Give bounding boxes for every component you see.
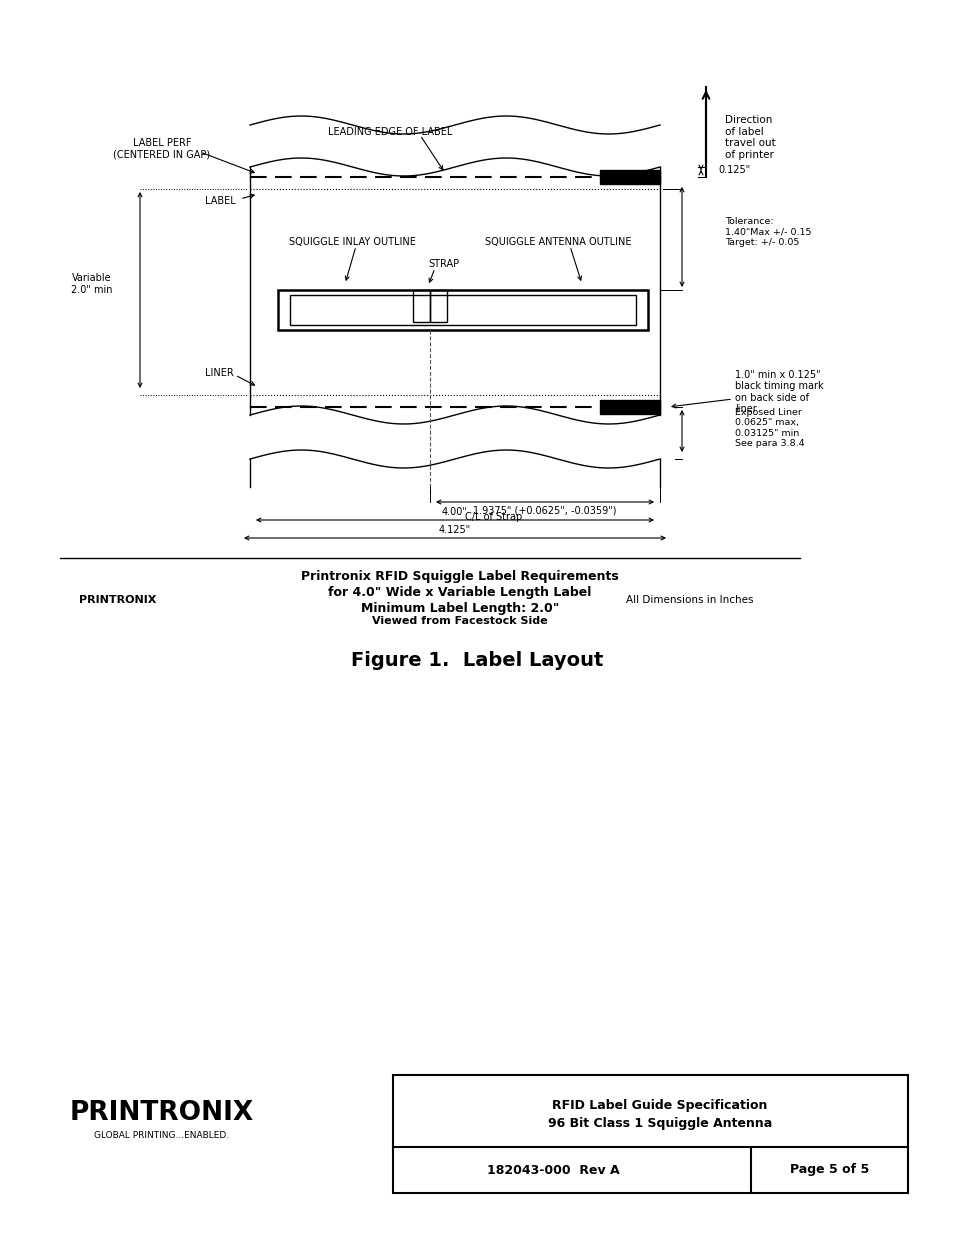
Text: Printronix RFID Squiggle Label Requirements: Printronix RFID Squiggle Label Requireme…	[301, 571, 618, 583]
Bar	[393, 1074, 907, 1193]
Text: LEADING EDGE OF LABEL: LEADING EDGE OF LABEL	[328, 127, 452, 137]
Text: 4.00": 4.00"	[441, 508, 468, 517]
Text: GLOBAL PRINTING...ENABLED.: GLOBAL PRINTING...ENABLED.	[94, 1130, 230, 1140]
Text: 96 Bit Class 1 Squiggle Antenna: 96 Bit Class 1 Squiggle Antenna	[547, 1116, 771, 1130]
Text: RFID Label Guide Specification: RFID Label Guide Specification	[552, 1098, 767, 1112]
Bar	[599, 400, 659, 414]
Text: for 4.0" Wide x Variable Length Label: for 4.0" Wide x Variable Length Label	[328, 585, 591, 599]
Text: PRINTRONIX: PRINTRONIX	[70, 1100, 253, 1126]
Bar	[599, 170, 659, 184]
Bar	[277, 290, 647, 330]
Text: 4.125": 4.125"	[438, 525, 471, 535]
Text: SQUIGGLE ANTENNA OUTLINE: SQUIGGLE ANTENNA OUTLINE	[484, 237, 631, 247]
Text: Tolerance:
1.40"Max +/- 0.15
Target: +/- 0.05: Tolerance: 1.40"Max +/- 0.15 Target: +/-…	[724, 217, 811, 247]
Bar	[430, 290, 447, 322]
Text: Viewed from Facestock Side: Viewed from Facestock Side	[372, 616, 547, 626]
Bar	[413, 290, 430, 322]
Text: Page 5 of 5: Page 5 of 5	[789, 1163, 869, 1177]
Bar	[290, 295, 636, 325]
Text: C/L of Strap: C/L of Strap	[464, 513, 521, 522]
Text: Direction
of label
travel out
of printer: Direction of label travel out of printer	[724, 115, 775, 159]
Text: All Dimensions in Inches: All Dimensions in Inches	[625, 595, 753, 605]
Text: Figure 1.  Label Layout: Figure 1. Label Layout	[351, 651, 602, 669]
Text: 1.9375" (+0.0625", -0.0359"): 1.9375" (+0.0625", -0.0359")	[473, 505, 616, 515]
Text: 1.0" min x 0.125"
black timing mark
on back side of
liner: 1.0" min x 0.125" black timing mark on b…	[734, 369, 822, 415]
Text: 182043-000  Rev A: 182043-000 Rev A	[486, 1163, 618, 1177]
Text: SQUIGGLE INLAY OUTLINE: SQUIGGLE INLAY OUTLINE	[288, 237, 415, 247]
Text: PRINTRONIX: PRINTRONIX	[79, 595, 156, 605]
Text: LABEL: LABEL	[205, 196, 235, 206]
Text: LINER: LINER	[205, 368, 233, 378]
Text: LABEL PERF
(CENTERED IN GAP): LABEL PERF (CENTERED IN GAP)	[113, 138, 211, 159]
Text: Minimum Label Length: 2.0": Minimum Label Length: 2.0"	[360, 601, 558, 615]
Text: STRAP: STRAP	[428, 259, 459, 269]
Text: Variable
2.0" min: Variable 2.0" min	[71, 273, 112, 295]
Text: Exposed Liner
0.0625" max,
0.03125" min
See para 3.8.4: Exposed Liner 0.0625" max, 0.03125" min …	[734, 408, 803, 448]
Text: 0.125": 0.125"	[718, 165, 749, 175]
